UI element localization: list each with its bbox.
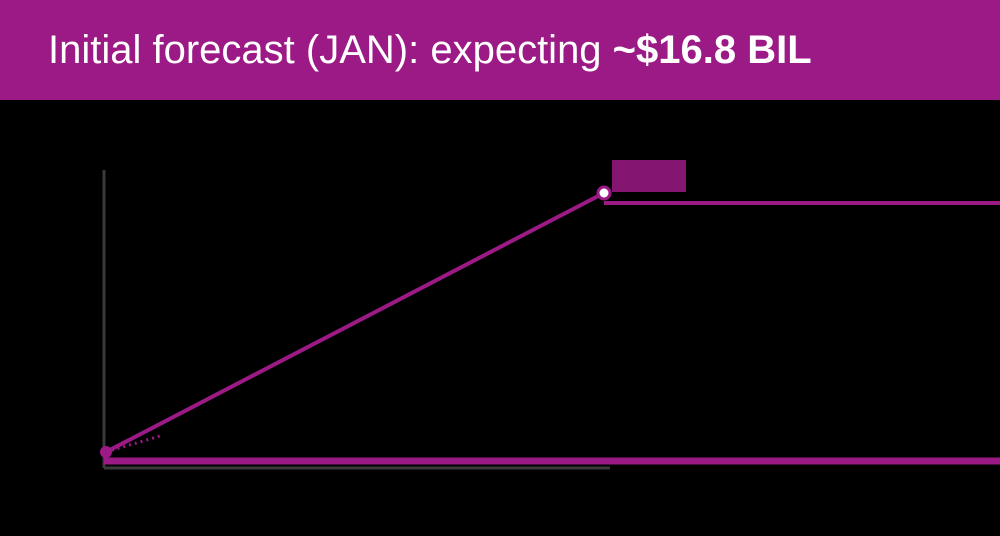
forecast-end-point <box>596 185 612 201</box>
title-banner: Initial forecast (JAN): expecting ~$16.8… <box>0 0 1000 100</box>
forecast-series-line <box>105 191 605 454</box>
forecast-chart <box>100 160 1000 470</box>
callout-marker <box>612 160 686 192</box>
title-prefix: Initial forecast (JAN): expecting <box>48 28 613 72</box>
page-title: Initial forecast (JAN): expecting ~$16.8… <box>48 30 812 70</box>
start-point <box>100 446 112 458</box>
title-value: ~$16.8 BIL <box>612 28 812 72</box>
